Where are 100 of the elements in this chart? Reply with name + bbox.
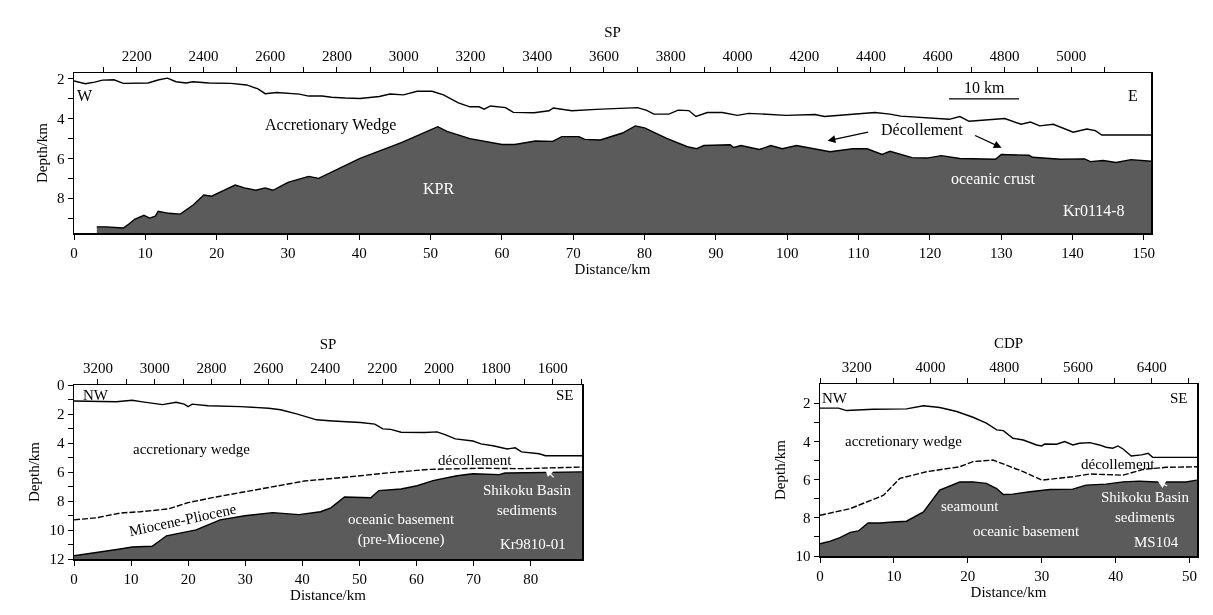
annotation: Décollement <box>881 121 964 138</box>
x-tick-label: 80 <box>637 244 653 261</box>
x2-axis-title: SP <box>319 336 337 352</box>
annotation: Kr0114-8 <box>1063 202 1125 219</box>
x2-tick-label: 4000 <box>915 358 946 375</box>
annotation: décollement <box>438 452 513 468</box>
y-axis-title: Depth/km <box>772 439 788 500</box>
x2-tick-label: 6400 <box>1136 358 1167 375</box>
y-tick-label: 4 <box>57 110 65 127</box>
y-tick-label: 10 <box>49 522 65 539</box>
x-tick-label: 40 <box>351 244 367 261</box>
x-axis-title: Distance/km <box>970 584 1047 601</box>
y-tick-label: 8 <box>803 510 811 527</box>
x2-tick-label: 5000 <box>1056 47 1087 64</box>
y-tick-label: 4 <box>803 433 811 450</box>
x2-tick-label: 4400 <box>855 47 886 64</box>
x2-tick-label: 3800 <box>655 47 686 64</box>
y-axis-title: Depth/km <box>33 122 50 183</box>
y-tick-label: 0 <box>57 377 65 394</box>
x2-tick-label: 4600 <box>922 47 953 64</box>
x2-tick-label: 2600 <box>255 47 286 64</box>
x2-tick-label: 2200 <box>367 359 398 376</box>
x-tick-label: 110 <box>847 244 870 261</box>
y-axis-title: Depth/km <box>26 441 42 502</box>
x-tick-label: 90 <box>708 244 724 261</box>
x2-tick-label: 2000 <box>424 359 455 376</box>
y-tick-label: 2 <box>57 406 65 423</box>
y-tick-label: 2 <box>803 395 811 412</box>
annotation: oceanic crust <box>951 170 1036 187</box>
x-tick-label: 120 <box>918 244 942 261</box>
x2-tick-label: 2800 <box>196 359 227 376</box>
x2-tick-label: 3000 <box>139 359 170 376</box>
x-tick-label: 20 <box>960 567 976 584</box>
x-tick-label: 60 <box>494 244 510 261</box>
x-tick-label: 50 <box>351 570 367 587</box>
y-tick-label: 8 <box>57 190 65 207</box>
x-tick-label: 60 <box>408 570 424 587</box>
annotation: 10 km <box>964 79 1005 96</box>
x2-tick-label: 4000 <box>722 47 753 64</box>
y-tick-label: 6 <box>803 471 811 488</box>
annotation: accretionary wedge <box>845 433 963 449</box>
x2-tick-label: 1800 <box>480 359 511 376</box>
x-tick-label: 0 <box>816 567 824 584</box>
y-tick-label: 12 <box>49 551 65 568</box>
x-tick-label: 140 <box>1061 244 1084 261</box>
annotation: MS104 <box>1134 534 1179 550</box>
annotation: Shikoku Basin sediments <box>1101 489 1190 525</box>
x-tick-label: 30 <box>1034 567 1050 584</box>
y-tick-label: 8 <box>57 493 65 510</box>
y-tick-label: 2 <box>57 71 65 88</box>
annotation: Kr9810-01 <box>500 536 566 552</box>
annotation: NW <box>83 387 109 403</box>
annotation: oceanic basement <box>973 523 1081 539</box>
annotation: seamount <box>941 498 1000 514</box>
x-tick-label: 130 <box>989 244 1013 261</box>
x2-tick-label: 3600 <box>588 47 619 64</box>
x-tick-label: 10 <box>123 570 139 587</box>
x-tick-label: 100 <box>776 244 799 261</box>
annotation: décollement <box>1081 456 1156 472</box>
y-tick-label: 10 <box>795 548 811 565</box>
x2-tick-label: 5600 <box>1063 358 1094 375</box>
x2-tick-label: 3200 <box>841 358 872 375</box>
x-tick-label: 20 <box>180 570 196 587</box>
x-tick-label: 40 <box>294 570 310 587</box>
x-tick-label: 30 <box>237 570 253 587</box>
x-tick-label: 150 <box>1132 244 1156 261</box>
annotation: Shikoku Basin sediments <box>483 482 572 518</box>
x-tick-label: 70 <box>466 570 482 587</box>
x2-tick-label: 3200 <box>455 47 486 64</box>
x2-tick-label: 4200 <box>789 47 820 64</box>
annotation: E <box>1128 87 1138 104</box>
annotation: accretionary wedge <box>133 441 251 457</box>
x-tick-label: 80 <box>523 570 539 587</box>
annotation: KPR <box>423 180 455 197</box>
annotation: NW <box>822 390 848 406</box>
x2-tick-label: 2400 <box>188 47 219 64</box>
x2-tick-label: 3000 <box>388 47 419 64</box>
x-axis-title: Distance/km <box>574 261 651 278</box>
x2-tick-label: 2400 <box>310 359 341 376</box>
x-tick-label: 0 <box>70 244 78 261</box>
x2-tick-label: 2800 <box>321 47 352 64</box>
x2-tick-label: 4800 <box>989 358 1020 375</box>
x-tick-label: 10 <box>137 244 153 261</box>
x-tick-label: 0 <box>70 570 78 587</box>
annotation: SE <box>1170 390 1188 406</box>
x2-axis-title: SP <box>604 24 621 40</box>
x2-axis-title: CDP <box>993 335 1024 351</box>
x-tick-label: 70 <box>565 244 581 261</box>
annotation: W <box>77 87 93 104</box>
annotation: oceanic basement (pre-Miocene) <box>348 511 456 548</box>
x-tick-label: 50 <box>1182 567 1198 584</box>
y-tick-label: 4 <box>57 435 65 452</box>
y-tick-label: 6 <box>57 464 65 481</box>
x-tick-label: 30 <box>280 244 296 261</box>
x-tick-label: 50 <box>423 244 439 261</box>
y-tick-label: 6 <box>57 150 65 167</box>
x2-tick-label: 2200 <box>121 47 152 64</box>
x2-tick-label: 1600 <box>537 359 568 376</box>
x2-tick-label: 3200 <box>82 359 113 376</box>
x-tick-label: 10 <box>886 567 902 584</box>
